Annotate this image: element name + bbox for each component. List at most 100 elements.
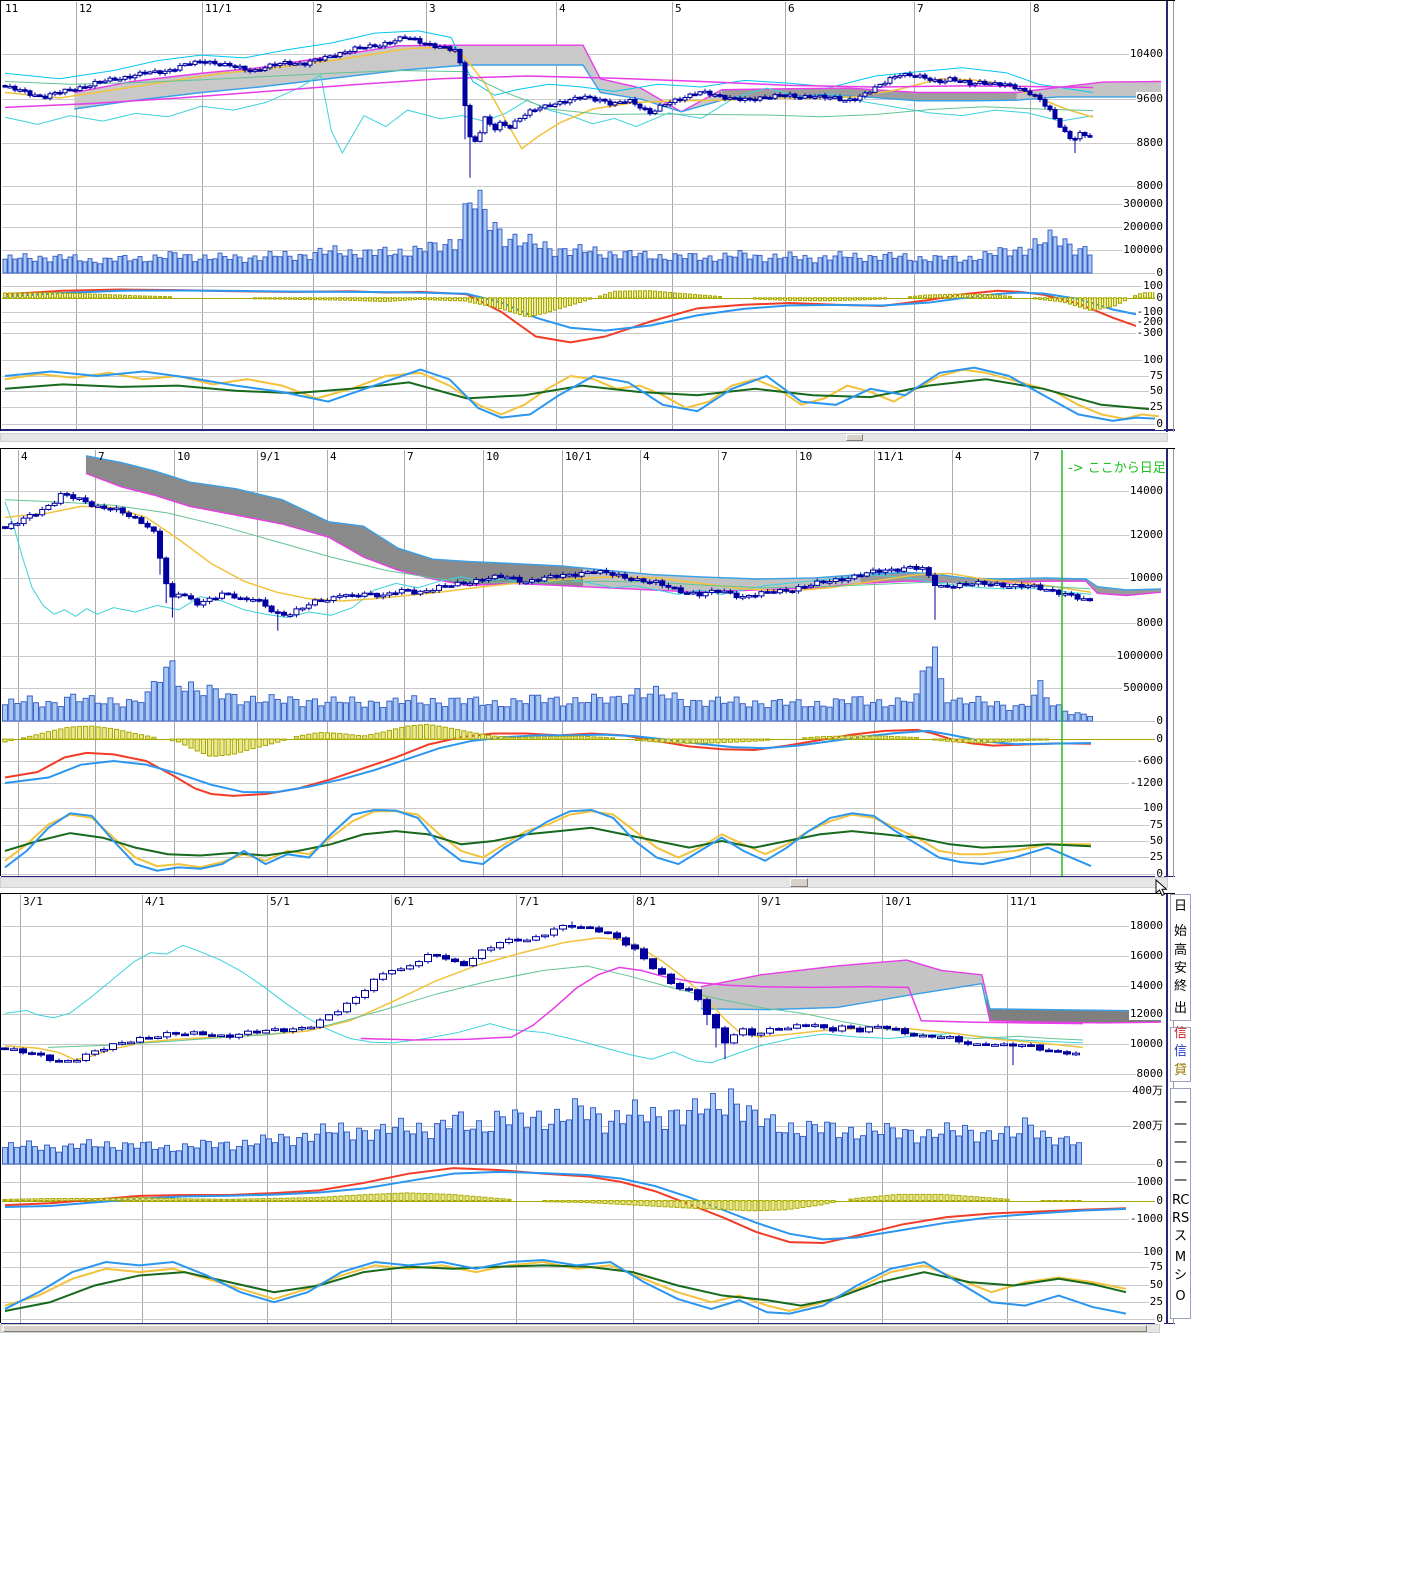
y-axis-label: -600 [1135,754,1164,767]
x-tick-label: 3/1 [23,895,43,908]
y-axis-label: 0 [1155,714,1164,727]
lagging-cyan-line [4,74,1094,155]
y-axis-label: 50 [1148,384,1164,397]
y-axis-label: 25 [1148,1295,1164,1308]
legend-strip-label: 信 [1173,1026,1187,1041]
chart-weekly-2008-2011[interactable]: 4 7 10 9/1 4 7 10 10/1 4 7 10 11/1 4 7 14000 12000 10000… [0,448,1175,880]
macd-signal-line [4,1170,1127,1241]
y-axis-label: 75 [1148,369,1164,382]
weekly-chart-2008-2011-canvas [1,449,1175,877]
legend-strip-label: 安 [1173,961,1187,976]
legend-strip-label: RC [1172,1193,1189,1208]
y-axis-label: 0 [1155,266,1164,279]
y-axis-label: 200万 [1131,1119,1164,1132]
macd-signal-line [4,289,1160,332]
y-axis-label: 100 [1142,1245,1164,1258]
legend-strip-label: 一 [1173,1096,1187,1111]
y-axis-label: 50 [1148,1278,1164,1291]
y-axis-label: 200000 [1122,220,1164,233]
y-axis-label: 100000 [1122,243,1164,256]
macd-line [4,1167,1127,1245]
y-axis-label: 18000 [1128,919,1164,932]
x-tick-label: 12 [79,2,93,15]
x-tick-label: 5/1 [270,895,290,908]
y-axis-label: 10000 [1128,1037,1164,1050]
x-tick-label: 7 [98,450,105,463]
x-tick-label: 4/1 [145,895,165,908]
y-axis-label: 300000 [1122,197,1164,210]
x-tick-label: 7 [721,450,728,463]
scrollbar-thumb[interactable] [3,1325,1147,1332]
x-tick-label: 10 [486,450,500,463]
macd-histogram [3,290,1157,318]
legend-strip-label: RS [1172,1211,1189,1226]
y-axis-label: 100 [1142,353,1164,366]
stoch-green-line [4,378,1160,411]
y-axis-label: 75 [1148,818,1164,831]
x-tick-label: 4 [643,450,650,463]
legend-strip-label: 始 [1173,924,1187,939]
y-axis-label: 14000 [1128,484,1164,497]
y-axis-label: 8000 [1135,179,1164,192]
volume-bars [2,189,1093,274]
horizontal-scrollbar-1[interactable] [0,433,1168,442]
legend-strip-label: 一 [1173,1174,1187,1189]
y-axis-label: 500000 [1122,681,1164,694]
lagging-cyan-line [4,501,1092,619]
legend-strip-label: 貸 [1173,1063,1187,1078]
legend-strip-label: シ [1173,1268,1187,1283]
x-tick-label: 11/1 [205,2,232,15]
x-tick-label: 11/1 [877,450,904,463]
y-axis-label: 12000 [1128,1007,1164,1020]
legend-strip-box [1170,894,1191,1021]
y-axis-label: -200 [1135,315,1164,328]
x-tick-label: 7 [407,450,414,463]
x-tick-label: 7 [1033,450,1040,463]
x-tick-label: 2 [316,2,323,15]
legend-strip-label: 一 [1173,1118,1187,1133]
ichimoku-cloud [74,45,722,112]
stoch-yellow-line [4,810,1091,869]
x-tick-label: 9/1 [761,895,781,908]
x-tick-label: 10/1 [565,450,592,463]
candlesticks [1,921,1080,1066]
ma-yellow-line [4,505,1092,602]
y-axis-label: 0 [1155,1312,1164,1325]
y-axis-label: 12000 [1128,528,1164,541]
y-axis-label: 10000 [1128,571,1164,584]
lagging-cyan-line [4,944,1084,1064]
legend-strip-box [1170,1088,1191,1319]
ichimoku-cloud [85,455,584,587]
stoch-yellow-line [4,368,1160,420]
horizontal-scrollbar-3[interactable] [0,1324,1160,1333]
x-tick-label: 10 [799,450,813,463]
y-axis-label: 14000 [1128,979,1164,992]
y-axis-label: 0 [1155,867,1164,880]
chart-daily-2008[interactable]: 3/1 4/1 5/1 6/1 7/1 8/1 9/1 10/1 11/1 18000 16000 1… [0,893,1175,1325]
ma-green-line [4,69,1094,118]
x-tick-label: 7/1 [519,895,539,908]
y-axis-label: 16000 [1128,949,1164,962]
x-tick-label: 11/1 [1010,895,1037,908]
y-axis-label: 25 [1148,400,1164,413]
y-axis-label: 75 [1148,1260,1164,1273]
volume-bars [2,646,1093,722]
horizontal-scrollbar-2[interactable] [0,877,1168,888]
stoch-blue-line [4,1259,1127,1315]
scrollbar-thumb[interactable] [790,878,808,887]
x-tick-label: 10 [177,450,191,463]
volume-bars [2,1088,1082,1165]
y-axis-label: 9600 [1135,92,1164,105]
legend-strip-label: 信 [1173,1044,1187,1059]
legend-strip-label: 高 [1173,943,1187,958]
y-axis-label: 1000000 [1115,649,1164,662]
ichimoku-cloud [583,568,861,593]
ichimoku-cloud [986,994,1161,1023]
scrollbar-thumb[interactable] [846,434,863,441]
x-tick-label: 5 [675,2,682,15]
x-tick-label: 8/1 [636,895,656,908]
x-tick-label: 9/1 [260,450,280,463]
x-tick-label: 7 [917,2,924,15]
chart-daily-2010-2011[interactable]: 11 12 11/1 2 3 4 5 6 7 8 10400 9600 8800 8000 300000 20… [0,0,1175,432]
